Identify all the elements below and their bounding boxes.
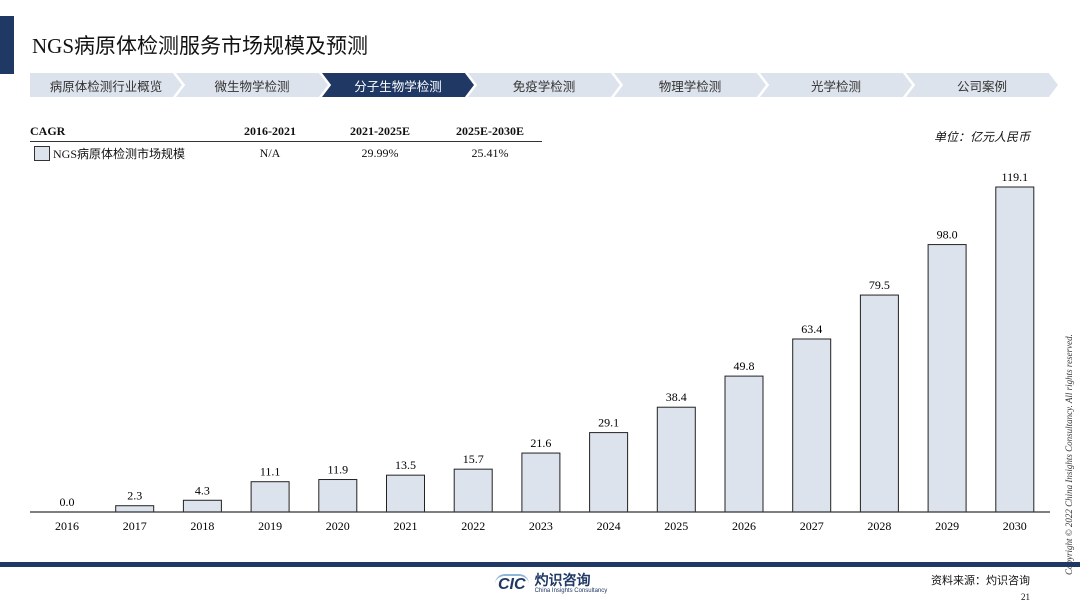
bar — [386, 474, 425, 513]
data-label: 98.0 — [937, 228, 958, 242]
data-label: 38.4 — [666, 390, 687, 404]
logo-en: China Insights Consultancy — [534, 588, 608, 594]
data-label: 29.1 — [598, 416, 619, 430]
x-tick-label: 2026 — [732, 519, 756, 533]
cagr-value: 29.99% — [361, 145, 399, 160]
logo-cn: 灼识咨询 — [534, 573, 591, 589]
nav-tab[interactable]: 微生物学检测 — [176, 73, 328, 97]
bar — [521, 452, 561, 513]
nav-tab[interactable]: 免疫学检测 — [468, 73, 620, 97]
bar — [927, 244, 967, 513]
x-tick-label: 2017 — [123, 519, 147, 533]
bar — [115, 505, 155, 513]
cagr-header-row: CAGR 2016-2021 2021-2025E 2025E-2030E — [30, 121, 542, 142]
x-tick-label: 2022 — [461, 519, 485, 533]
nav-tab[interactable]: 光学检测 — [760, 73, 912, 97]
x-tick-label: 2030 — [1003, 519, 1027, 533]
data-label: 79.5 — [869, 278, 890, 292]
x-tick-label: 2016 — [55, 519, 79, 533]
footer-bar — [0, 562, 1080, 567]
data-label: 15.7 — [463, 452, 484, 466]
x-tick-label: 2027 — [800, 519, 824, 533]
x-tick-label: 2018 — [190, 519, 214, 533]
legend-label: NGS病原体检测市场规模 — [53, 146, 186, 161]
data-label: 63.4 — [801, 322, 822, 336]
data-label: 0.0 — [60, 495, 75, 509]
bar — [182, 499, 222, 513]
x-tick-label: 2023 — [529, 519, 553, 533]
title-accent-bar — [0, 16, 14, 74]
cagr-value: 25.41% — [471, 145, 509, 160]
legend-swatch — [34, 145, 50, 161]
copyright: Copyright © 2022 China Insights Consulta… — [1064, 334, 1074, 575]
bar — [995, 186, 1035, 513]
nav-tab[interactable]: 物理学检测 — [614, 73, 766, 97]
cagr-value: N/A — [259, 145, 281, 160]
cagr-header: 2025E-2030E — [455, 123, 524, 138]
bar — [792, 338, 832, 513]
cagr-header: 2016-2021 — [244, 123, 296, 138]
x-tick-label: 2021 — [394, 519, 418, 533]
source-note: 资料来源：灼识咨询 — [931, 575, 1030, 587]
cagr-header: 2021-2025E — [350, 123, 410, 138]
nav-tab[interactable]: 公司案例 — [906, 73, 1058, 97]
x-tick-label: 2019 — [258, 519, 282, 533]
bar — [250, 481, 290, 513]
bar — [453, 468, 493, 513]
bar — [318, 479, 358, 513]
nav-tab[interactable]: 病原体检测行业概览 — [30, 73, 182, 97]
cagr-data-row: NGS病原体检测市场规模 N/A 29.99% 25.41% — [30, 142, 542, 164]
logo-cic: CIC — [495, 574, 529, 594]
unit-label: 单位：亿元人民币 — [933, 130, 1030, 144]
x-tick-label: 2028 — [867, 519, 891, 533]
data-label: 2.3 — [127, 489, 142, 503]
nav-tab[interactable]: 分子生物学检测 — [322, 73, 474, 97]
data-label: 13.5 — [395, 458, 416, 472]
bar-chart: 0.0 2016 2.3 2017 4.3 2018 11.1 2019 11.9 2020 13.… — [30, 170, 1050, 533]
cic-logo: CIC 灼识咨询 China Insights Consultancy — [495, 574, 607, 594]
bar — [589, 432, 629, 513]
data-label: 21.6 — [530, 436, 551, 450]
x-tick-label: 2024 — [597, 519, 621, 533]
bar — [656, 406, 696, 513]
x-tick-label: 2020 — [326, 519, 350, 533]
cagr-header: CAGR — [30, 123, 66, 138]
x-tick-label: 2029 — [935, 519, 959, 533]
cagr-table: CAGR 2016-2021 2021-2025E 2025E-2030E NG… — [30, 121, 542, 164]
page-title: NGS病原体检测服务市场规模及预测 — [32, 34, 369, 58]
legend-entry: NGS病原体检测市场规模 — [30, 145, 220, 162]
data-label: 11.1 — [260, 465, 281, 479]
page-number: 21 — [1021, 592, 1030, 602]
section-nav: 病原体检测行业概览 微生物学检测 分子生物学检测 免疫学检测 物理学检测 光学检测 公司案例 — [30, 73, 1058, 97]
bar — [724, 375, 764, 513]
bar — [859, 294, 899, 513]
data-label: 4.3 — [195, 483, 210, 497]
data-label: 49.8 — [734, 359, 755, 373]
x-tick-label: 2025 — [664, 519, 688, 533]
data-label: 11.9 — [328, 463, 349, 477]
data-label: 119.1 — [1002, 170, 1029, 184]
